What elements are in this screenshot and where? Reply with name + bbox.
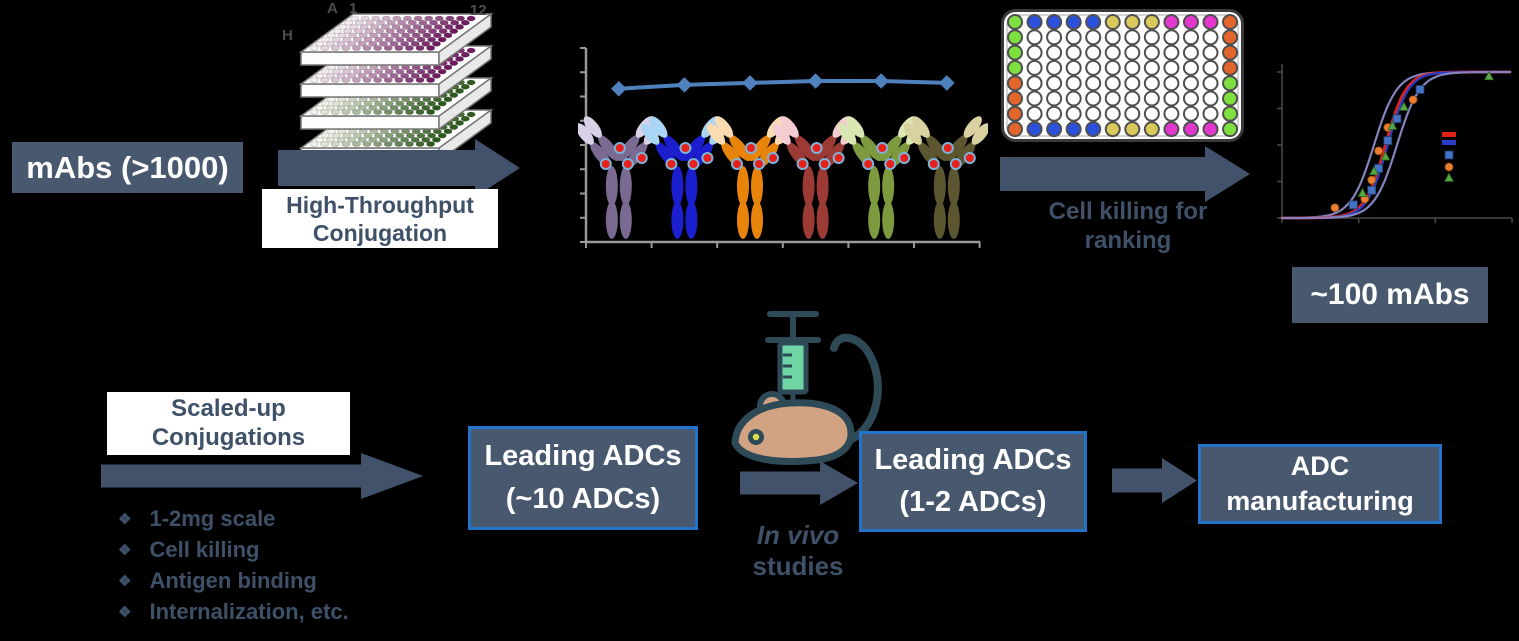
diamond-bullet-icon: ❖ [118, 604, 132, 621]
in-vivo-studies-label: In vivo studies [733, 520, 863, 582]
screening-criteria-list: ❖ 1-2mg scale ❖ Cell killing ❖ Antigen bind… [118, 504, 349, 628]
criteria-item: ❖ Cell killing [118, 537, 260, 562]
high-throughput-conjugation-label: High-Throughput Conjugation [262, 189, 498, 248]
diamond-bullet-icon: ❖ [118, 511, 132, 528]
box2-line1: Leading ADCs [874, 443, 1072, 476]
criteria-item: ❖ Internalization, etc. [118, 599, 349, 624]
box1-line1: Leading ADCs [484, 439, 682, 472]
mouse-body [731, 399, 855, 465]
diamond-bullet-icon: ❖ [118, 542, 132, 559]
diamond-bullet-icon: ❖ [118, 573, 132, 590]
mabs-count-label: mAbs (>1000) [12, 142, 243, 193]
cell-killing-line2: ranking [1084, 227, 1172, 254]
cell-killing-line1: Cell killing for [1048, 198, 1208, 225]
htc-line2: Conjugation [312, 220, 448, 246]
htc-line1: High-Throughput [286, 192, 474, 218]
flow-arrow-manufacturing [1112, 458, 1197, 508]
criteria-item: ❖ 1-2mg scale [118, 506, 276, 531]
plate-row-label-a: A [327, 0, 338, 17]
flow-arrow-invivo [740, 461, 858, 510]
dose-response-chart [1277, 64, 1513, 223]
box3-line2: manufacturing [1226, 486, 1414, 516]
box2-line2: (1-2 ADCs) [899, 486, 1047, 519]
scaled-up-conjugations-label: Scaled-up Conjugations [107, 392, 350, 455]
mouse-tail [830, 334, 882, 446]
invivo-line1: In vivo [756, 520, 840, 550]
flow-arrow-conjugation [278, 139, 520, 202]
plate-col-label-1: 1 [349, 0, 358, 17]
mouse-icon [731, 391, 855, 465]
cell-killing-label: Cell killing for ranking [1038, 197, 1218, 255]
mabs-100-label: ~100 mAbs [1292, 267, 1488, 323]
adc-manufacturing-box: ADC manufacturing [1198, 444, 1442, 524]
mabs-100-text: ~100 mAbs [1310, 278, 1470, 311]
box1-line2: (~10 ADCs) [505, 483, 661, 516]
scaledup-line2: Conjugations [151, 424, 306, 451]
microplate-stack-image [298, 12, 494, 150]
mouse-injection-illustration [731, 311, 882, 465]
invivo-line2: studies [752, 551, 844, 581]
96-well-assay-plate-image [1001, 9, 1244, 142]
dar-consistency-chart [578, 47, 988, 248]
leading-adcs-10-box: Leading ADCs (~10 ADCs) [468, 426, 698, 530]
plate-col-label-12: 12 [470, 2, 487, 19]
box3-line1: ADC [1290, 451, 1350, 481]
leading-adcs-2-box: Leading ADCs (1-2 ADCs) [859, 431, 1087, 532]
mabs-count-text: mAbs (>1000) [26, 150, 229, 185]
flow-arrow-cell-killing [1000, 146, 1250, 207]
scaledup-line1: Scaled-up [171, 395, 286, 422]
criteria-item: ❖ Antigen binding [118, 568, 317, 593]
flow-arrow-scaleup [101, 453, 423, 504]
plate-row-label-h: H [282, 27, 293, 44]
